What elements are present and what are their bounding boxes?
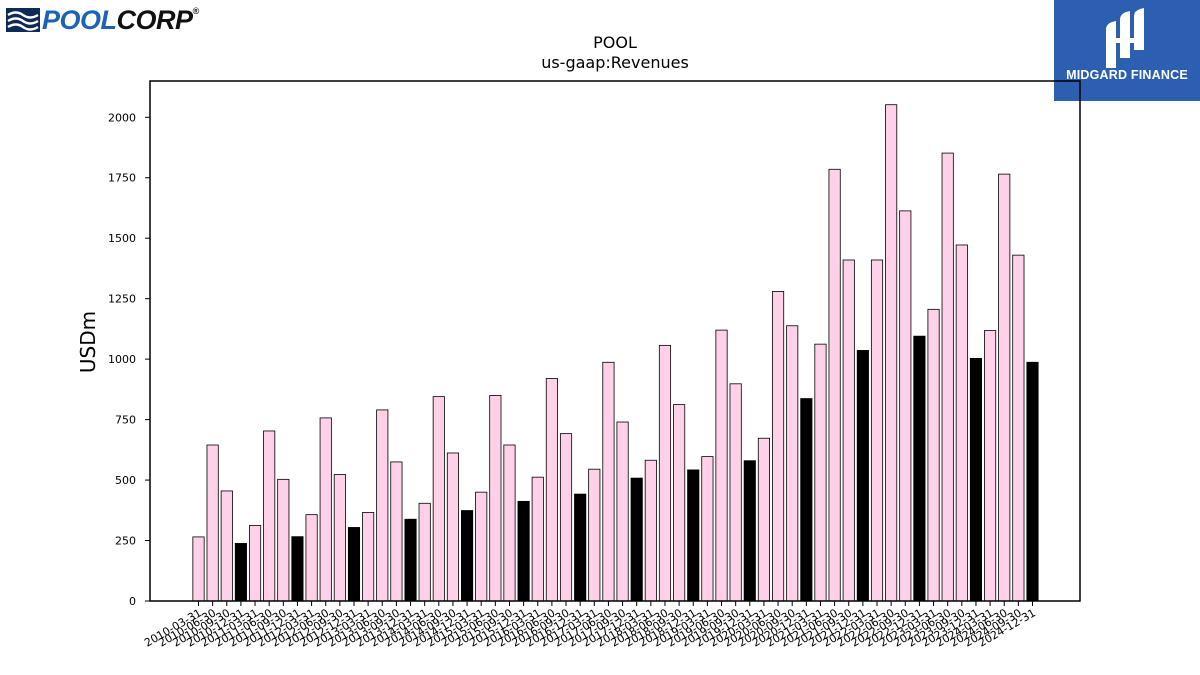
bar-2020-09-30 — [786, 325, 799, 602]
bar-2012-03-31 — [305, 514, 318, 602]
bar-2018-12-31 — [687, 469, 700, 602]
y-tick-label: 1500 — [108, 232, 136, 245]
bar-2015-03-31 — [475, 491, 488, 602]
midgard-mark-icon — [1106, 8, 1144, 68]
logo-pool-text: POOL — [42, 5, 117, 35]
bar-2023-06-30 — [941, 152, 954, 602]
bar-2016-03-31 — [531, 476, 544, 602]
bar-2011-12-31 — [291, 536, 304, 602]
y-tick-label: 2000 — [108, 111, 136, 124]
bar-2021-09-30 — [842, 259, 855, 602]
bar-2017-06-30 — [602, 361, 615, 602]
bar-2019-06-30 — [715, 329, 728, 602]
bar-2023-09-30 — [955, 244, 968, 602]
bar-2021-12-31 — [856, 350, 869, 602]
bar-2022-06-30 — [885, 104, 898, 602]
bar-2012-06-30 — [319, 417, 332, 602]
bar-2024-06-30 — [998, 173, 1011, 602]
bar-2019-12-31 — [743, 460, 756, 602]
bar-2012-12-31 — [347, 527, 361, 602]
y-tick-label: 0 — [129, 595, 136, 608]
bar-2014-06-30 — [432, 396, 445, 602]
y-axis-label: USDm — [76, 311, 100, 373]
bars-group — [192, 104, 1039, 602]
bar-2014-03-31 — [418, 502, 431, 602]
poolcorp-wave-icon — [6, 8, 40, 32]
bar-2014-12-31 — [461, 510, 474, 602]
bar-2013-06-30 — [376, 409, 389, 602]
bar-2016-09-30 — [559, 433, 573, 602]
bar-2019-03-31 — [701, 456, 714, 602]
plot-frame — [149, 80, 1081, 602]
x-axis-ticks: 2010-03-312010-06-302010-09-302010-12-31… — [142, 601, 1038, 650]
midgard-finance-logo: MIDGARD FINANCE — [1054, 0, 1200, 101]
poolcorp-logo: POOLCORP® — [6, 4, 199, 36]
bar-2012-09-30 — [333, 474, 346, 602]
bar-2020-12-31 — [800, 398, 813, 602]
bar-2022-03-31 — [870, 259, 884, 602]
bar-2020-06-30 — [772, 291, 785, 602]
bar-2015-12-31 — [517, 500, 530, 602]
bar-2019-09-30 — [729, 383, 742, 602]
y-tick-label: 1750 — [108, 172, 136, 185]
bar-2017-12-31 — [630, 477, 643, 602]
y-tick-label: 1000 — [108, 353, 136, 366]
bar-2015-09-30 — [503, 444, 516, 602]
bar-2017-03-31 — [588, 468, 601, 602]
bar-2022-12-31 — [913, 335, 926, 602]
bar-2024-09-30 — [1012, 254, 1025, 602]
bar-2010-06-30 — [206, 444, 219, 602]
y-axis-ticks: 0 250 500 750 1000 1250 1500 1750 2000 — [108, 111, 150, 608]
chart-title: POOL — [593, 33, 637, 52]
bar-2016-12-31 — [574, 493, 587, 602]
bar-2011-09-30 — [277, 478, 290, 602]
chart-subtitle: us-gaap:Revenues — [541, 53, 689, 72]
bar-2016-06-30 — [545, 378, 558, 602]
bar-2022-09-30 — [899, 210, 912, 602]
bar-2023-12-31 — [969, 358, 983, 602]
bar-2018-09-30 — [673, 404, 686, 602]
bar-2024-12-31 — [1026, 361, 1039, 602]
bar-2010-09-30 — [220, 490, 233, 602]
logo-corp-text: CORP — [116, 5, 194, 35]
bar-2010-03-31 — [192, 536, 205, 602]
bar-2011-03-31 — [248, 525, 262, 602]
bar-2021-03-31 — [814, 343, 827, 602]
bar-2024-03-31 — [984, 330, 997, 602]
bar-2014-09-30 — [446, 452, 460, 602]
bar-2015-06-30 — [489, 395, 502, 602]
bar-2023-03-31 — [927, 308, 940, 602]
bar-2017-09-30 — [616, 421, 629, 602]
midgard-brand-text: MIDGARD FINANCE — [1066, 68, 1188, 82]
bar-2018-06-30 — [658, 344, 672, 602]
bar-2013-09-30 — [390, 461, 403, 602]
y-tick-label: 750 — [115, 414, 136, 427]
bar-2010-12-31 — [234, 543, 247, 602]
bar-2020-03-31 — [757, 437, 770, 602]
y-tick-label: 1250 — [108, 293, 136, 306]
bar-2013-12-31 — [404, 518, 417, 602]
bar-2013-03-31 — [362, 512, 375, 602]
y-tick-label: 500 — [115, 474, 136, 487]
logo-registered-mark: ® — [192, 6, 200, 16]
bar-2021-06-30 — [828, 168, 841, 602]
bar-2011-06-30 — [263, 430, 276, 602]
y-tick-label: 250 — [115, 535, 136, 548]
bar-2018-03-31 — [644, 459, 657, 602]
